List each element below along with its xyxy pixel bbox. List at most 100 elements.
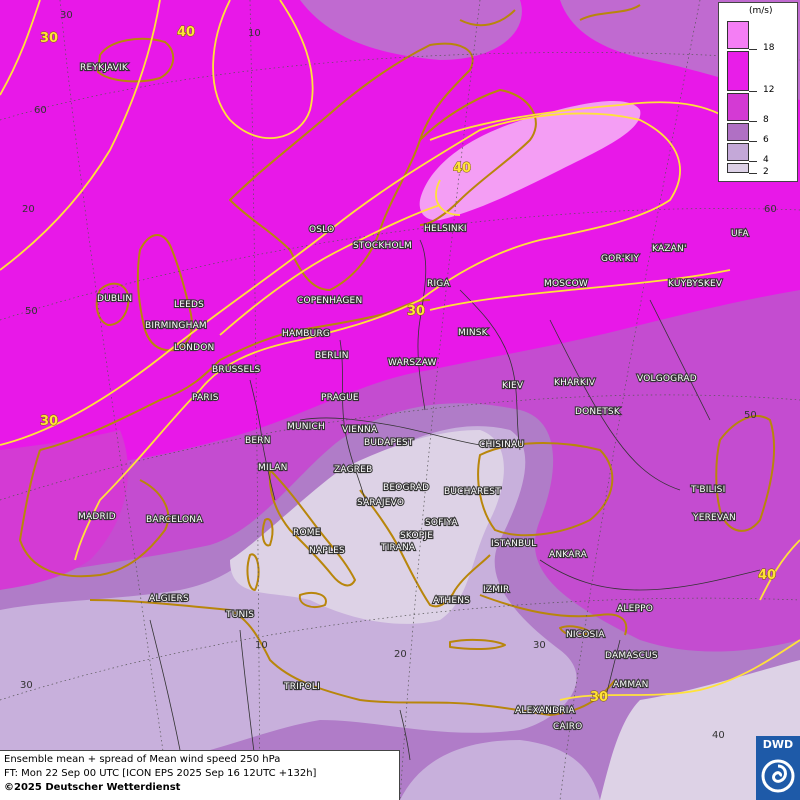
city-label: BARCELONA	[146, 515, 203, 525]
city-label: CAIRO	[553, 722, 582, 732]
city-label: ATHENS	[433, 596, 470, 606]
legend-tick	[749, 161, 757, 162]
legend-label: 6	[763, 135, 769, 145]
legend-label: 8	[763, 115, 769, 125]
isotach-label: 40	[177, 25, 195, 40]
isotach-label: 30	[407, 304, 425, 319]
spread-region-pale	[230, 430, 504, 624]
dwd-logo: DWD	[756, 736, 800, 800]
city-label: GOR'KIY	[601, 254, 640, 264]
legend-tick	[749, 91, 757, 92]
city-label: SOFIYA	[425, 518, 458, 528]
legend-tick	[749, 141, 757, 142]
city-label: NICOSIA	[566, 630, 605, 640]
city-label: PARIS	[192, 393, 219, 403]
graticule-label: 50	[25, 306, 38, 317]
city-label: ALGIERS	[149, 594, 189, 604]
city-label: STOCKHOLM	[353, 241, 412, 251]
coastlines	[19, 4, 776, 716]
city-label: IZMIR	[483, 585, 510, 595]
caption-forecast-time: FT: Mon 22 Sep 00 UTC [ICON EPS 2025 Sep…	[4, 768, 317, 779]
city-label: KUYBYSKEV	[668, 279, 723, 289]
graticule-label: 20	[394, 649, 407, 660]
city-label: HAMBURG	[282, 329, 330, 339]
legend-unit: (m/s)	[749, 6, 773, 16]
city-label: TUNIS	[225, 610, 254, 620]
city-label: COPENHAGEN	[297, 296, 362, 306]
city-label: DONETSK	[575, 407, 621, 417]
grid-labels: 30 10 60 20 60 50 50 10 30 20 30 40	[20, 10, 777, 741]
map-caption: Ensemble mean + spread of Mean wind spee…	[0, 750, 400, 800]
legend-label: 18	[763, 43, 775, 53]
city-label: REYKJAVIK	[80, 63, 129, 73]
graticule-label: 20	[22, 204, 35, 215]
city-label: DAMASCUS	[605, 651, 658, 661]
city-label: YEREVAN	[692, 513, 736, 523]
city-label: PRAGUE	[321, 393, 359, 403]
graticule-label: 10	[248, 28, 261, 39]
caption-copyright: ©2025 Deutscher Wetterdienst	[4, 782, 181, 793]
graticule-label: 40	[712, 730, 725, 741]
city-label: BEOGRAD	[383, 483, 429, 493]
graticule-label: 60	[34, 105, 47, 116]
borders	[149, 239, 761, 761]
graticule-label: 10	[255, 640, 268, 651]
isotachs	[0, 0, 800, 701]
city-label: ZAGREB	[334, 465, 372, 475]
city-label: HELSINKI	[424, 224, 467, 234]
legend-swatch	[727, 51, 749, 91]
city-label: KIEV	[502, 381, 524, 391]
city-label: TRIPOLI	[283, 682, 320, 692]
legend-label: 12	[763, 85, 775, 95]
city-label: SARAJEVO	[357, 498, 404, 508]
legend-tick	[749, 173, 757, 174]
city-label: NAPLES	[309, 546, 345, 556]
city-labels: REYKJAVIK OSLO STOCKHOLM HELSINKI KAZAN' UFA G…	[77, 62, 750, 733]
legend-tick	[749, 121, 757, 122]
legend-swatch	[727, 93, 749, 121]
city-label: MADRID	[78, 512, 116, 522]
city-label: LONDON	[174, 343, 214, 353]
city-label: SKOPJE	[400, 531, 433, 541]
city-label: BIRMINGHAM	[145, 321, 207, 331]
graticule-label: 30	[20, 680, 33, 691]
legend-label: 4	[763, 155, 769, 165]
isotach-labels: 30 40 40 30 30 40 30	[40, 25, 777, 706]
dwd-logo-text: DWD	[762, 738, 794, 751]
city-label: UFA	[731, 229, 749, 239]
spread-region-pale-east	[600, 660, 800, 800]
city-label: ALEXANDRIA	[515, 706, 576, 716]
city-label: ALEPPO	[617, 604, 653, 614]
city-label: KAZAN'	[652, 244, 687, 254]
city-label: RIGA	[427, 279, 450, 289]
legend-swatch	[727, 163, 749, 173]
city-label: ROME	[293, 528, 321, 538]
city-label: BUDAPEST	[364, 438, 414, 448]
dwd-spiral-icon	[761, 759, 795, 793]
legend-swatch	[727, 123, 749, 141]
city-label: VIENNA	[342, 425, 378, 435]
city-label: MUNICH	[287, 422, 325, 432]
spread-region-west	[0, 430, 129, 590]
city-label: MOSCOW	[544, 279, 588, 289]
legend-label: 2	[763, 167, 769, 177]
city-label: MILAN	[258, 463, 288, 473]
isotach-label: 40	[758, 568, 776, 583]
city-label: MINSK	[458, 328, 489, 338]
city-label: T'BILISI	[690, 485, 725, 495]
city-label: KHARKIV	[554, 378, 596, 388]
isotach-label: 30	[590, 690, 608, 705]
legend-swatch	[727, 21, 749, 49]
isotach-label: 30	[40, 31, 58, 46]
legend-swatch	[727, 143, 749, 161]
city-label: VOLGOGRAD	[637, 374, 697, 384]
legend-tick	[749, 49, 757, 50]
spread-region-north	[300, 0, 522, 60]
spread-region-south	[400, 740, 600, 800]
jet-core-pink	[419, 100, 641, 221]
city-label: AMMAN	[613, 680, 649, 690]
city-label: BRUSSELS	[212, 365, 261, 375]
city-label: BERN	[245, 436, 271, 446]
